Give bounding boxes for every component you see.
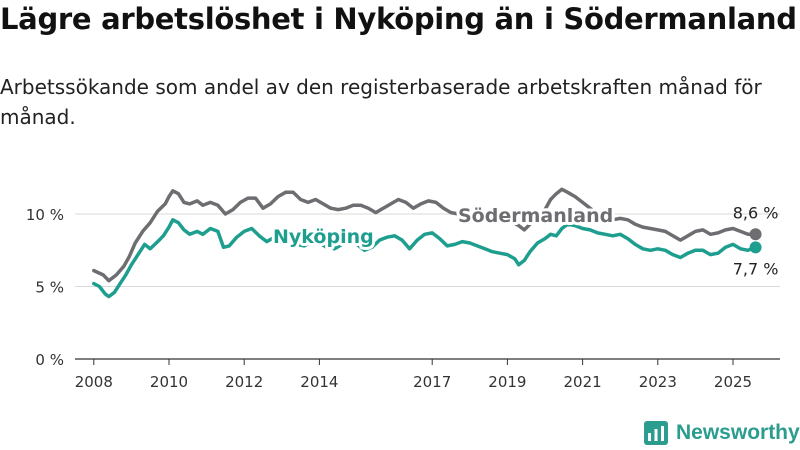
series-end-point xyxy=(749,241,762,254)
x-tick-label: 2014 xyxy=(300,373,338,391)
series-line-sodermanland xyxy=(92,187,758,283)
series-label-nykoping: Nyköping xyxy=(273,226,374,248)
newsworthy-brand[interactable]: Newsworthy xyxy=(644,420,800,446)
page-subtitle: Arbetssökande som andel av den registerb… xyxy=(0,75,762,129)
x-tick-label: 2008 xyxy=(75,373,113,391)
gridlines: 0 % 5 % 10 % xyxy=(26,206,780,369)
x-axis: 2008 2010 2012 2014 2017 2019 2021 2023 2025 xyxy=(75,359,752,391)
page-title: Lägre arbetslöshet i Nyköping än i Söder… xyxy=(0,2,797,36)
series-line-nykoping xyxy=(92,218,758,299)
x-tick-label: 2010 xyxy=(150,373,188,391)
series-label-sodermanland: Södermanland xyxy=(458,205,613,227)
x-tick-label: 2019 xyxy=(488,373,526,391)
newsworthy-logo-icon xyxy=(644,421,668,445)
x-tick-label: 2017 xyxy=(413,373,451,391)
x-tick-label: 2023 xyxy=(639,373,677,391)
series-end-point xyxy=(749,228,762,241)
brand-name: Newsworthy xyxy=(676,421,800,444)
end-value-sodermanland: 8,6 % xyxy=(733,203,779,222)
y-tick-label: 10 % xyxy=(26,206,64,224)
x-tick-label: 2021 xyxy=(564,373,602,391)
y-tick-label: 0 % xyxy=(35,351,64,369)
x-tick-label: 2012 xyxy=(225,373,263,391)
y-tick-label: 5 % xyxy=(35,279,64,297)
x-tick-label: 2025 xyxy=(714,373,752,391)
series-labels: Södermanland Nyköping 8,6 % 7,7 % xyxy=(270,202,779,278)
end-value-nykoping: 7,7 % xyxy=(733,259,779,278)
series-lines xyxy=(92,187,762,299)
